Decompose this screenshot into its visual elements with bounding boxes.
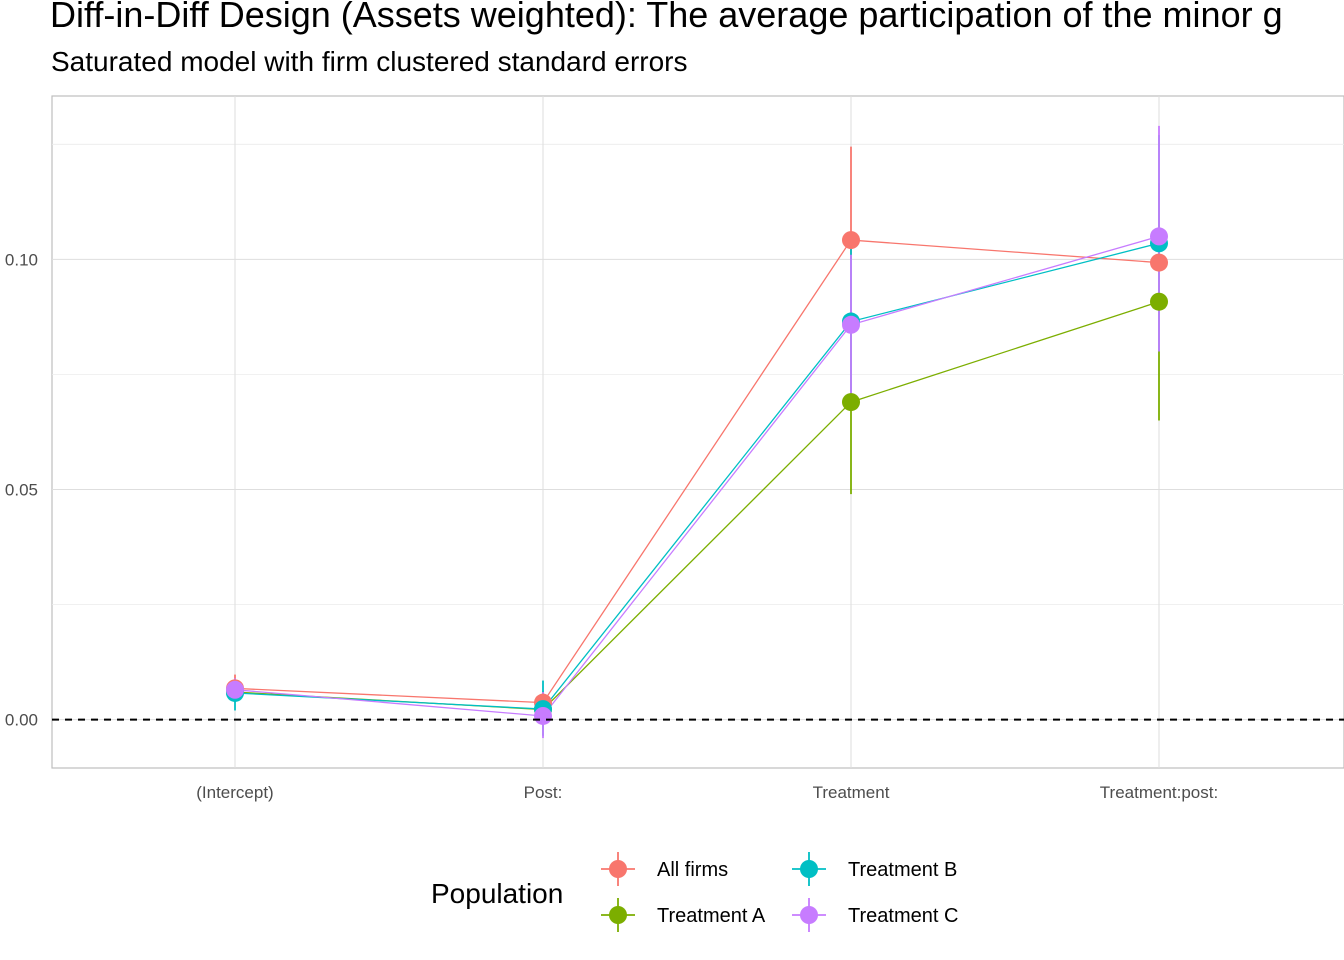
- legend-label: Treatment A: [657, 905, 766, 927]
- legend-key-point: [609, 860, 627, 878]
- plot-panel-border: [51, 95, 1344, 769]
- x-axis: (Intercept) Post: Treatment Treatment:post:: [196, 783, 1218, 802]
- legend-title: Population: [431, 878, 563, 909]
- series-line: [234, 239, 1160, 704]
- legend-key-point: [800, 906, 818, 924]
- data-point: [1150, 227, 1168, 246]
- legend: Population All firms Treatment A Treatment…: [431, 852, 958, 932]
- legend-label: All firms: [657, 859, 728, 881]
- legend-label: Treatment C: [848, 905, 958, 927]
- legend-key-point: [609, 906, 627, 924]
- chart-title: Diff-in-Diff Design (Assets weighted): T…: [50, 0, 1283, 35]
- y-tick-label: 0.10: [5, 250, 38, 269]
- y-axis: 0.00 0.05 0.10: [5, 250, 38, 729]
- chart-subtitle: Saturated model with firm clustered stan…: [51, 46, 688, 77]
- grid-lines: [52, 96, 1344, 768]
- data-point: [534, 706, 552, 725]
- x-tick-label: Treatment:post:: [1100, 783, 1218, 802]
- series-layer: [52, 125, 1344, 739]
- legend-key-point: [800, 860, 818, 878]
- data-point: [1150, 292, 1168, 311]
- legend-label: Treatment B: [848, 859, 957, 881]
- data-point: [842, 231, 860, 250]
- y-tick-label: 0.00: [5, 711, 38, 730]
- data-point: [842, 315, 860, 334]
- y-tick-label: 0.05: [5, 481, 38, 500]
- data-point: [226, 680, 244, 699]
- series-line: [234, 301, 1160, 711]
- series-line: [234, 242, 1160, 710]
- data-point: [1150, 253, 1168, 272]
- x-tick-label: Treatment: [813, 783, 890, 802]
- x-tick-label: (Intercept): [196, 783, 273, 802]
- series-line: [234, 235, 1160, 717]
- data-point: [842, 393, 860, 412]
- x-tick-label: Post:: [524, 783, 563, 802]
